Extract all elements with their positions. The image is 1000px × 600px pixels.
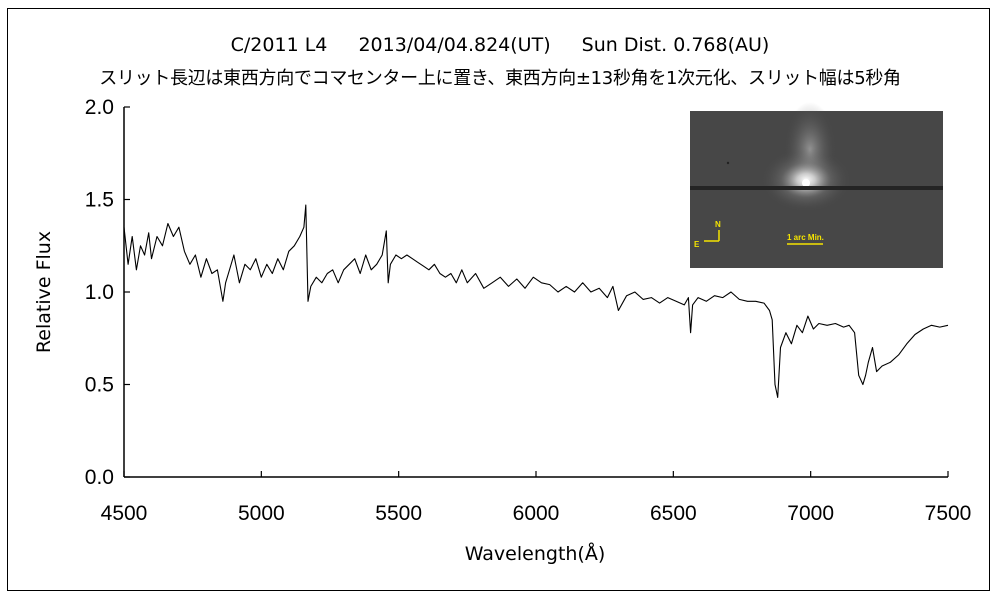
x-tick-label: 7000 [787,502,834,525]
x-tick-label: 4500 [101,502,148,525]
x-tick-label: 6000 [513,502,560,525]
y-tick-label: 0.0 [85,466,114,489]
comet-nucleus [802,179,810,187]
x-tick-label: 5000 [238,502,285,525]
east-label: E [694,240,700,249]
x-axis: 4500 5000 5500 6000 6500 7000 7500 [101,471,972,525]
x-tick-label: 7500 [925,502,972,525]
comet-inset-image: N E 1 arc Min. [690,102,943,268]
y-tick-label: 0.5 [85,374,114,397]
y-tick-label: 1.5 [85,189,114,212]
plot-area [123,204,949,398]
scale-bar-label: 1 arc Min. [787,233,824,242]
star-dot [726,161,730,165]
y-axis-title: Relative Flux [33,231,55,353]
x-tick-label: 6500 [650,502,697,525]
slit-band [690,186,943,190]
north-label: N [715,220,721,229]
chart-title: C/2011 L4 2013/04/04.824(UT) Sun Dist. 0… [230,34,770,56]
x-axis-title: Wavelength(Å) [465,542,606,565]
y-tick-label: 1.0 [85,281,114,304]
y-axis: 0.0 0.5 1.0 1.5 2.0 [85,96,130,489]
spectrum-line [123,204,949,398]
x-tick-label: 5500 [375,502,422,525]
chart-subtitle: スリット長辺は東西方向でコマセンター上に置き、東西方向±13秒角を1次元化、スリ… [99,68,901,89]
y-tick-label: 2.0 [85,96,114,119]
chart-frame [7,8,990,591]
